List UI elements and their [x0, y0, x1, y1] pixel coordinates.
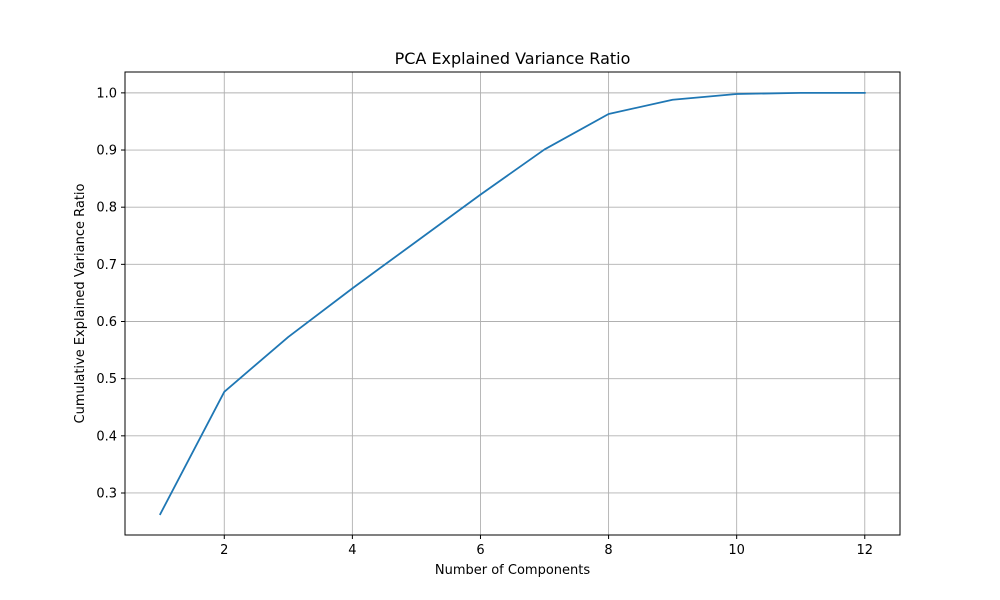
y-tick-label: 0.9 [96, 144, 117, 159]
x-tick-label: 8 [604, 543, 612, 558]
x-tick-label: 4 [348, 543, 356, 558]
chart-title: PCA Explained Variance Ratio [395, 49, 631, 68]
x-tick-label: 2 [220, 543, 228, 558]
y-tick-label: 0.8 [96, 201, 117, 216]
y-axis-label: Cumulative Explained Variance Ratio [73, 183, 88, 423]
y-tick-label: 0.7 [96, 258, 117, 273]
x-tick-label: 10 [728, 543, 745, 558]
y-axis-ticks: 0.3 0.4 0.5 0.6 0.7 0.8 0.9 1.0 [96, 86, 125, 501]
y-tick-label: 0.5 [96, 372, 117, 387]
y-tick-label: 0.6 [96, 315, 117, 330]
x-tick-label: 12 [856, 543, 873, 558]
series-line [159, 91, 866, 516]
y-tick-label: 1.0 [96, 86, 117, 101]
x-axis-label: Number of Components [435, 563, 590, 578]
x-axis-ticks: 2 4 6 8 10 12 [220, 535, 873, 558]
plot-frame [124, 71, 901, 536]
series-layer [159, 91, 866, 516]
y-tick-label: 0.3 [96, 486, 117, 501]
y-tick-label: 0.4 [96, 429, 117, 444]
x-tick-label: 6 [476, 543, 484, 558]
